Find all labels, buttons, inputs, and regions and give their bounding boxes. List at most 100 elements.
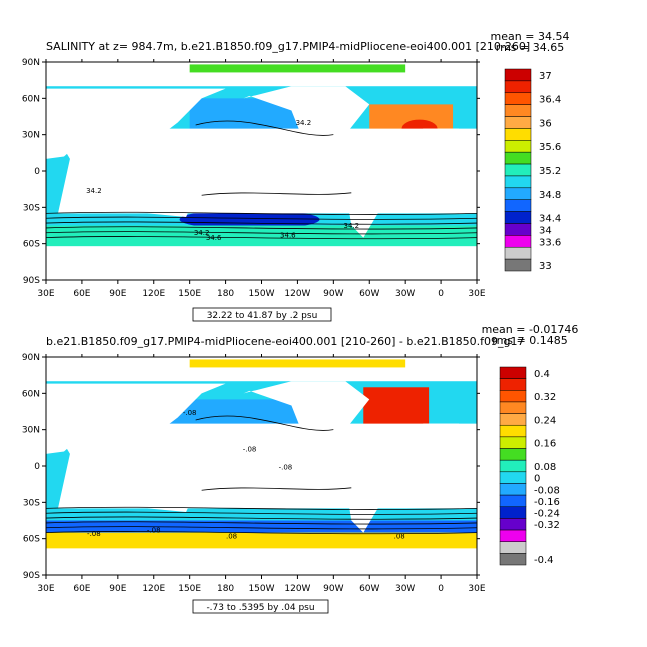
y-tick-label: 90N bbox=[22, 353, 40, 363]
x-tick-label: 60E bbox=[73, 584, 90, 594]
contour-label: -.08 bbox=[147, 527, 161, 535]
colorbar-label: 35.6 bbox=[539, 142, 561, 153]
continent-4 bbox=[345, 158, 400, 238]
x-tick-label: 150W bbox=[248, 289, 274, 299]
continent-3 bbox=[243, 381, 370, 442]
x-tick-label: 120E bbox=[142, 584, 165, 594]
colorbar-swatch bbox=[504, 175, 532, 189]
deep-salinity-minimum bbox=[179, 209, 320, 230]
colorbar-swatch bbox=[499, 459, 527, 473]
colorbar-swatch bbox=[499, 413, 527, 426]
x-tick-label: 30E bbox=[37, 584, 54, 594]
contour-line bbox=[45, 231, 478, 235]
x-tick-label: 60W bbox=[359, 584, 379, 594]
y-tick-label: 0 bbox=[34, 462, 40, 472]
x-tick-label: 150E bbox=[178, 584, 201, 594]
contour-label: 34.2 bbox=[343, 222, 359, 230]
contour-info-text: -.73 to .5395 by .04 psu bbox=[206, 603, 314, 613]
colorbar-swatch bbox=[504, 223, 532, 236]
x-tick-label: 30W bbox=[395, 584, 415, 594]
colorbar-label: 36 bbox=[539, 118, 552, 129]
colorbar-swatch bbox=[504, 235, 532, 248]
colorbar-label: 34 bbox=[539, 225, 552, 236]
contour-label: 34.2 bbox=[86, 187, 102, 195]
x-tick-label: 120W bbox=[284, 584, 310, 594]
colorbar-label: 34.8 bbox=[539, 190, 561, 201]
colorbar-swatch bbox=[499, 378, 527, 391]
colorbar-label: 33.6 bbox=[539, 237, 561, 248]
continent-2 bbox=[145, 480, 194, 513]
colorbar-label: 0.16 bbox=[534, 439, 556, 450]
colorbar-label: 36.4 bbox=[539, 95, 561, 106]
contour-line bbox=[45, 521, 478, 525]
stat-mean: mean = -0.01746 bbox=[482, 323, 579, 336]
colorbar-label: 0.08 bbox=[534, 462, 556, 473]
colorbar-label: 0.32 bbox=[534, 392, 556, 403]
colorbar-swatch bbox=[504, 151, 532, 165]
contour-lines bbox=[45, 415, 478, 535]
continent-africa-east bbox=[423, 423, 477, 509]
contour-line bbox=[201, 192, 352, 196]
colorbar-swatch bbox=[499, 541, 527, 554]
contour-label: -.08 bbox=[87, 530, 101, 538]
land-masses bbox=[46, 381, 477, 575]
y-tick-label: 60S bbox=[23, 240, 40, 250]
contour-info-box: -.73 to .5395 by .04 psu bbox=[192, 599, 329, 614]
contour-lines bbox=[45, 120, 478, 240]
colorbar-label: 37 bbox=[539, 71, 552, 82]
contour-label: 34.6 bbox=[280, 232, 296, 240]
colorbar-swatch bbox=[499, 518, 527, 531]
contour-line bbox=[45, 226, 478, 230]
colorbar-swatch bbox=[499, 390, 527, 403]
southern-band bbox=[46, 225, 477, 247]
x-tick-label: 90W bbox=[323, 584, 343, 594]
contour-label: 34.2 bbox=[194, 229, 210, 237]
contour-line bbox=[195, 120, 334, 136]
contour-label: -.08 bbox=[243, 445, 257, 453]
contour-line bbox=[201, 487, 352, 491]
continent-4 bbox=[345, 453, 400, 533]
y-tick-label: 30S bbox=[23, 203, 40, 213]
colorbar-swatch bbox=[504, 187, 532, 200]
y-tick-label: 90S bbox=[23, 276, 40, 286]
continent-5 bbox=[46, 550, 477, 575]
colorbar-swatch bbox=[499, 494, 527, 508]
colorbar-label: 0 bbox=[534, 474, 540, 485]
x-tick-label: 120E bbox=[142, 289, 165, 299]
x-tick-label: 60W bbox=[359, 289, 379, 299]
x-tick-label: 180 bbox=[217, 584, 234, 594]
contour-line bbox=[45, 531, 478, 535]
colorbar-label: -0.4 bbox=[534, 555, 554, 566]
x-tick-label: 60E bbox=[73, 289, 90, 299]
colorbar-label: -0.08 bbox=[534, 485, 560, 496]
contour-label: .08 bbox=[394, 533, 405, 541]
x-tick-label: 30E bbox=[468, 584, 485, 594]
y-tick-label: 0 bbox=[34, 167, 40, 177]
colorbar-label: -0.24 bbox=[534, 509, 560, 520]
colorbar-label: 35.2 bbox=[539, 166, 561, 177]
colorbar-swatch bbox=[499, 529, 527, 542]
x-tick-label: 0 bbox=[438, 584, 444, 594]
colorbar-swatch bbox=[504, 68, 532, 82]
y-tick-label: 60S bbox=[23, 535, 40, 545]
contour-line bbox=[45, 221, 478, 225]
colorbar-swatch bbox=[499, 448, 527, 461]
x-tick-label: 30E bbox=[37, 289, 54, 299]
colorbar-label: 0.4 bbox=[534, 369, 550, 380]
continent-2 bbox=[145, 185, 194, 218]
y-tick-label: 30N bbox=[22, 426, 40, 436]
contour-info-frame bbox=[192, 599, 329, 614]
arctic-band bbox=[189, 359, 406, 368]
x-tick-label: 30W bbox=[395, 289, 415, 299]
colorbar-label: 0.24 bbox=[534, 415, 556, 426]
y-tick-label: 60N bbox=[22, 389, 40, 399]
colorbar-swatch bbox=[499, 553, 527, 566]
colorbar-swatch bbox=[499, 506, 527, 519]
colorbar-swatch bbox=[499, 366, 527, 379]
continent-1 bbox=[51, 423, 466, 509]
contour-label: 34.6 bbox=[206, 234, 222, 242]
colorbar-swatch bbox=[504, 104, 532, 117]
